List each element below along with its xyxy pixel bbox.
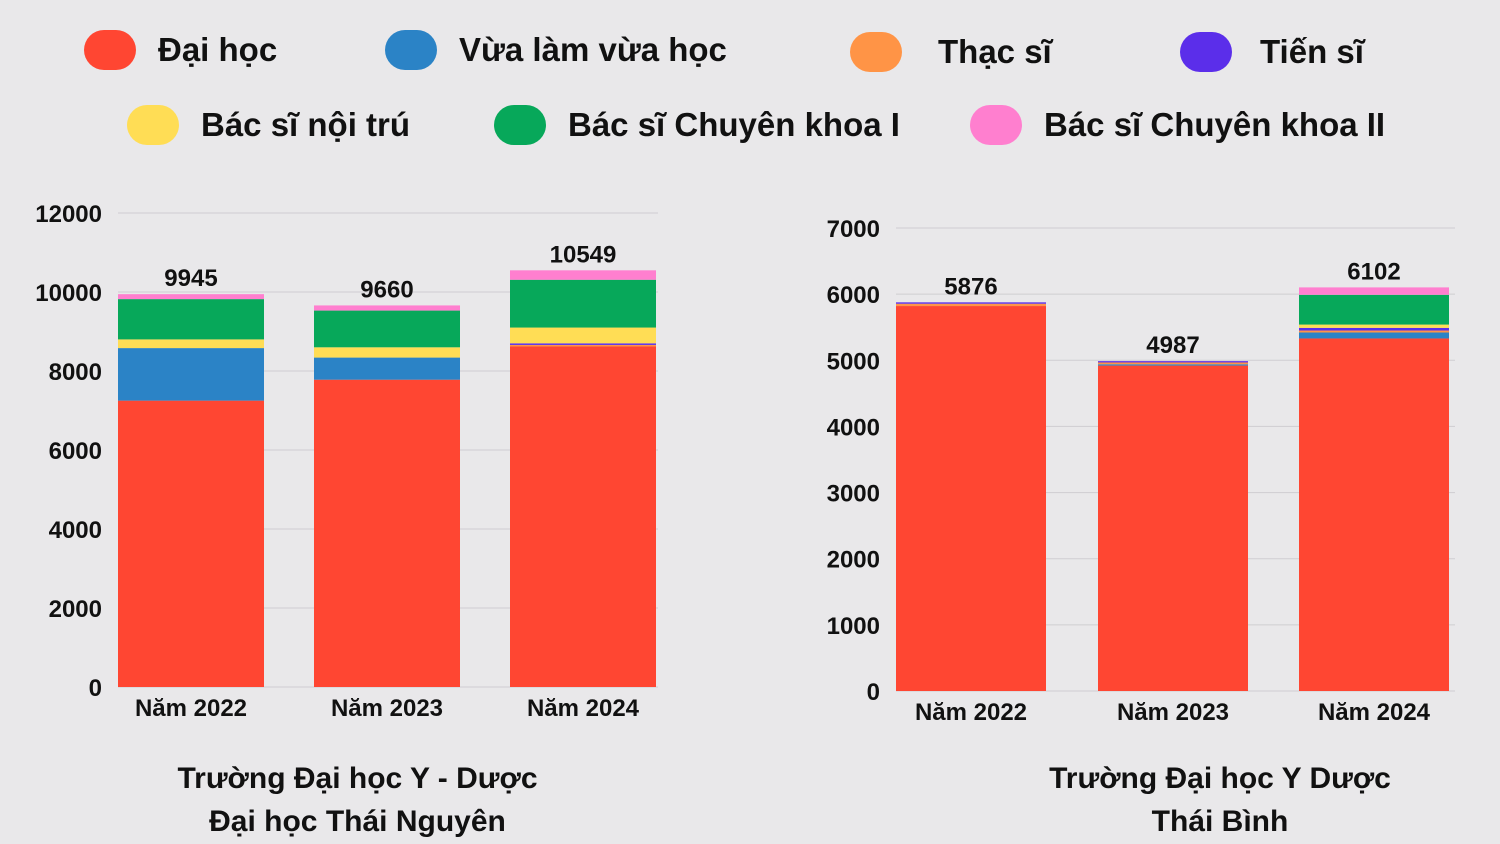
legend-item-bac-si-ck1: Bác sĩ Chuyên khoa I <box>494 105 900 145</box>
bar-segment <box>896 306 1046 691</box>
bar-segment <box>1098 365 1248 691</box>
bar-segment <box>1299 294 1449 325</box>
bar-segment <box>1299 287 1449 295</box>
bar-segment <box>314 310 460 348</box>
bar-segment <box>510 344 656 347</box>
bar-segment <box>510 343 656 345</box>
bar-segment <box>118 294 264 300</box>
bar-total-label: 6102 <box>1347 258 1400 285</box>
bar-segment <box>510 279 656 328</box>
bar-segment <box>118 339 264 349</box>
chart-title-line: Trường Đại học Y - Dược <box>177 762 538 795</box>
bar-total-label: 9660 <box>360 276 413 303</box>
bar-segment <box>1098 364 1248 366</box>
legend-swatch <box>494 105 546 145</box>
x-tick-label: Năm 2024 <box>527 695 640 722</box>
legend-label: Tiến sĩ <box>1260 33 1364 70</box>
bar-segment <box>1299 327 1449 331</box>
legend-swatch <box>850 32 902 72</box>
y-tick-label: 0 <box>867 679 880 706</box>
bar-segment <box>118 348 264 401</box>
bar-segment <box>118 299 264 340</box>
y-tick-label: 6000 <box>827 282 880 309</box>
bar-total-label: 4987 <box>1146 332 1199 359</box>
bar-total-label: 9945 <box>164 265 217 292</box>
chart-title-line: Đại học Thái Nguyên <box>209 805 506 838</box>
bar-segment <box>118 400 264 687</box>
bar-segment <box>1299 332 1449 339</box>
x-tick-label: Năm 2022 <box>135 695 247 722</box>
legend-label: Thạc sĩ <box>938 33 1052 70</box>
legend-label: Vừa làm vừa học <box>459 31 727 68</box>
y-tick-label: 7000 <box>827 216 880 243</box>
legend-item-dai-hoc: Đại học <box>84 30 277 70</box>
y-tick-label: 1000 <box>827 613 880 640</box>
bar-segment <box>510 327 656 344</box>
x-tick-label: Năm 2024 <box>1318 699 1431 726</box>
chart-title-line: Thái Bình <box>1151 805 1289 838</box>
bar-segment <box>1299 324 1449 328</box>
chart-title-thai-binh: Trường Đại học Y Dược Thái Bình <box>960 757 1480 843</box>
legend-item-tien-si: Tiến sĩ <box>1180 32 1364 72</box>
x-tick-label: Năm 2022 <box>915 699 1027 726</box>
bar-segment <box>510 346 656 687</box>
chart-title-line: Trường Đại học Y Dược <box>1049 762 1391 795</box>
legend-label: Bác sĩ nội trú <box>201 106 411 143</box>
legend-item-bac-si-noi-tru: Bác sĩ nội trú <box>127 105 410 145</box>
y-tick-label: 4000 <box>827 414 880 441</box>
y-tick-label: 4000 <box>49 517 102 544</box>
bar-segment <box>1098 361 1248 363</box>
x-tick-label: Năm 2023 <box>331 695 443 722</box>
bar-segment <box>314 305 460 311</box>
legend-swatch <box>970 105 1022 145</box>
y-tick-label: 2000 <box>49 596 102 623</box>
y-tick-label: 10000 <box>35 280 102 307</box>
bar-segment <box>314 379 460 687</box>
bar-segment <box>1098 362 1248 365</box>
legend-swatch <box>1180 32 1232 72</box>
y-tick-label: 8000 <box>49 359 102 386</box>
legend-swatch <box>385 30 437 70</box>
legend-item-thac-si: Thạc sĩ <box>850 32 1052 72</box>
chart-title-thai-nguyen: Trường Đại học Y - Dược Đại học Thái Ngu… <box>100 757 615 843</box>
legend-label: Bác sĩ Chuyên khoa I <box>568 106 900 143</box>
legend-label: Đại học <box>158 31 278 68</box>
bar-total-label: 10549 <box>550 241 617 268</box>
bar-total-label: 5876 <box>944 273 997 300</box>
legend-item-vua-lam-vua-hoc: Vừa làm vừa học <box>385 30 727 70</box>
bar-segment <box>314 347 460 358</box>
x-tick-label: Năm 2023 <box>1117 699 1229 726</box>
bar-segment <box>510 270 656 280</box>
legend-swatch <box>127 105 179 145</box>
y-tick-label: 5000 <box>827 348 880 375</box>
bar-segment <box>1299 330 1449 333</box>
legend-label: Bác sĩ Chuyên khoa II <box>1044 106 1386 143</box>
bar-segment <box>1299 338 1449 691</box>
y-tick-label: 2000 <box>827 547 880 574</box>
y-tick-label: 0 <box>89 675 102 702</box>
bar-segment <box>314 357 460 380</box>
y-tick-label: 6000 <box>49 438 102 465</box>
bar-segment <box>896 303 1046 307</box>
legend-item-bac-si-ck2: Bác sĩ Chuyên khoa II <box>970 105 1385 145</box>
y-tick-label: 12000 <box>35 201 102 228</box>
legend-swatch <box>84 30 136 70</box>
y-tick-label: 3000 <box>827 481 880 508</box>
bar-segment <box>896 302 1046 304</box>
